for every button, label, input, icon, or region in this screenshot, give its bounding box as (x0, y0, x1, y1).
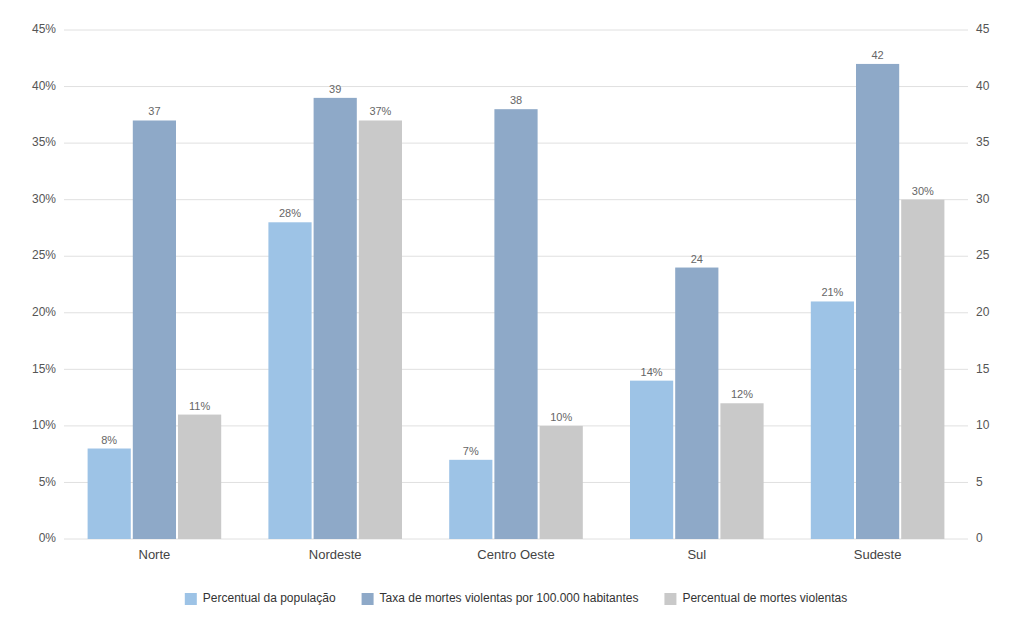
x-tick-label: Norte (139, 547, 171, 562)
y-tick-label: 45% (32, 22, 56, 36)
x-tick-label: Centro Oeste (477, 547, 554, 562)
y2-tick-label: 10 (976, 418, 990, 432)
y2-tick-label: 0 (976, 531, 983, 545)
legend-label: Percentual da população (203, 591, 336, 605)
y2-tick-label: 35 (976, 135, 990, 149)
y-tick-label: 30% (32, 192, 56, 206)
bar (268, 222, 311, 539)
y-tick-label: 15% (32, 362, 56, 376)
y-tick-label: 0% (39, 531, 57, 545)
legend-swatch (664, 593, 676, 605)
legend-item: Percentual de mortes violentas (664, 591, 847, 605)
legend: Percentual da população Taxa de mortes vi… (185, 591, 847, 605)
y2-tick-label: 30 (976, 192, 990, 206)
y2-tick-label: 40 (976, 79, 990, 93)
legend-item: Percentual da população (185, 591, 336, 605)
legend-label: Taxa de mortes violentas por 100.000 hab… (380, 591, 639, 605)
data-label: 37% (369, 105, 391, 117)
data-label: 24 (691, 253, 703, 265)
y-axis-left: 0% 5% 10% 15% 20% 25% 30% 35% 40% 45% (32, 22, 56, 545)
data-label: 8% (101, 434, 117, 446)
bar (314, 98, 357, 539)
x-tick-label: Sul (687, 547, 706, 562)
legend-item: Taxa de mortes violentas por 100.000 hab… (362, 591, 639, 605)
y-tick-label: 40% (32, 79, 56, 93)
y2-tick-label: 20 (976, 305, 990, 319)
data-label: 28% (279, 207, 301, 219)
bar (720, 403, 763, 539)
grid-line (64, 30, 968, 31)
chart-container: 0% 5% 10% 15% 20% 25% 30% 35% 40% 45% 0 5 10 15 20 25 30… (0, 0, 1024, 639)
y-tick-label: 20% (32, 305, 56, 319)
bar (856, 64, 899, 539)
x-tick-label: Nordeste (309, 547, 362, 562)
y-tick-label: 10% (32, 418, 56, 432)
y-tick-label: 25% (32, 248, 56, 262)
grid-line (64, 86, 968, 87)
data-labels: 8% 28% 7% 14% 21% 37 39 38 24 42 11% 37% 10% 12% 30% (101, 49, 934, 457)
data-label: 30% (912, 185, 934, 197)
y-axis-right: 0 5 10 15 20 25 30 35 40 45 (976, 22, 990, 545)
bar (88, 449, 131, 539)
legend-swatch (362, 593, 374, 605)
data-label: 14% (641, 366, 663, 378)
grid (64, 30, 968, 539)
y2-tick-label: 15 (976, 362, 990, 376)
x-tick-label: Sudeste (854, 547, 902, 562)
chart-svg: 0% 5% 10% 15% 20% 25% 30% 35% 40% 45% 0 5 10 15 20 25 30… (0, 0, 1024, 639)
bars (88, 64, 945, 539)
bar (178, 415, 221, 539)
y2-tick-label: 45 (976, 22, 990, 36)
bar (133, 120, 176, 539)
x-axis: Norte Nordeste Centro Oeste Sul Sudeste (139, 547, 902, 562)
bar (811, 301, 854, 539)
y2-tick-label: 5 (976, 475, 983, 489)
legend-label: Percentual de mortes violentas (682, 591, 847, 605)
bar (359, 120, 402, 539)
bar (494, 109, 537, 539)
y-tick-label: 35% (32, 135, 56, 149)
data-label: 37 (148, 105, 160, 117)
data-label: 42 (871, 49, 883, 61)
data-label: 10% (550, 411, 572, 423)
bar (901, 200, 944, 539)
bar (675, 268, 718, 539)
legend-swatch (185, 593, 197, 605)
data-label: 11% (189, 400, 210, 412)
bar (630, 381, 673, 539)
data-label: 38 (510, 94, 522, 106)
y-tick-label: 5% (39, 475, 57, 489)
bar (449, 460, 492, 539)
data-label: 39 (329, 83, 341, 95)
data-label: 21% (821, 286, 843, 298)
data-label: 7% (463, 445, 479, 457)
data-label: 12% (731, 388, 753, 400)
y2-tick-label: 25 (976, 248, 990, 262)
bar (540, 426, 583, 539)
